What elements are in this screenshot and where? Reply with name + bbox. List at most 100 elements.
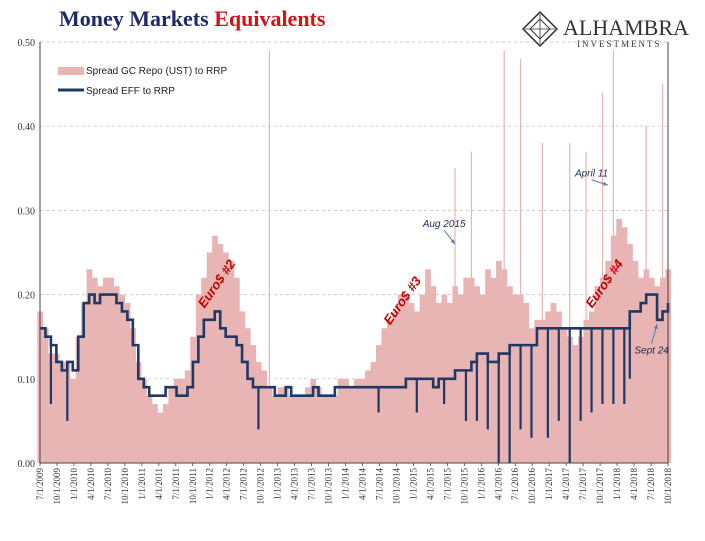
repo-area-bar — [386, 319, 393, 463]
repo-area-bar — [397, 294, 404, 463]
repo-area-bar — [102, 277, 109, 463]
legend-label-eff: Spread EFF to RRP — [86, 86, 175, 97]
repo-area-bar — [92, 277, 98, 463]
x-tick-label: 7/1/2015 — [442, 468, 452, 501]
repo-area-series — [37, 50, 672, 463]
repo-area-bar — [654, 286, 661, 463]
repo-area-bar — [479, 294, 486, 463]
repo-area-bar — [381, 328, 388, 463]
x-tick-label: 4/1/2015 — [425, 468, 435, 501]
y-axis-ticks: 0.00 0.10 0.20 0.30 0.40 0.50 — [18, 38, 36, 470]
brand-logo: ALHAMBRA INVESTMENTS — [521, 10, 689, 49]
repo-area-bar — [124, 303, 131, 463]
x-tick-label: 4/1/2018 — [629, 468, 639, 501]
x-tick-label: 1/1/2015 — [408, 468, 418, 501]
repo-area-bar — [70, 378, 76, 463]
repo-area-bar — [605, 260, 612, 463]
repo-area-bar — [343, 378, 349, 463]
callout-label: Sept 24 — [634, 346, 669, 357]
repo-area-bar — [272, 395, 278, 463]
x-tick-label: 1/1/2012 — [205, 468, 215, 500]
x-tick-label: 7/1/2012 — [239, 468, 249, 500]
x-tick-label: 10/1/2011 — [188, 468, 198, 504]
y-tick-label: 0.30 — [18, 206, 36, 217]
repo-area-bar — [365, 370, 371, 463]
repo-area-bar — [201, 277, 207, 463]
x-tick-label: 10/1/2018 — [663, 468, 673, 505]
repo-area-bar — [217, 244, 224, 463]
x-tick-label: 1/1/2018 — [612, 468, 622, 501]
repo-area-bar — [130, 328, 136, 463]
repo-area-bar — [212, 235, 218, 463]
repo-area-bar — [321, 395, 328, 463]
repo-area-bar — [168, 387, 175, 463]
y-tick-label: 0.00 — [18, 459, 36, 470]
repo-area-bar — [315, 387, 322, 463]
repo-area-bar — [561, 328, 568, 463]
repo-area-bar — [86, 269, 93, 463]
repo-area-bar — [42, 328, 49, 463]
axes — [39, 42, 669, 464]
repo-area-bar — [326, 395, 333, 463]
repo-area-bar — [446, 303, 453, 463]
legend-swatch-repo — [58, 67, 84, 75]
y-tick-label: 0.50 — [18, 38, 36, 49]
x-tick-label: 7/1/2018 — [646, 468, 656, 501]
callout-label: April 11 — [574, 169, 608, 180]
repo-area-bar — [141, 378, 147, 463]
repo-area-bar — [81, 303, 87, 463]
repo-area-bar — [75, 336, 82, 463]
repo-area-bar — [370, 361, 377, 463]
repo-area-bar — [550, 303, 557, 463]
repo-area-bar — [638, 277, 644, 463]
repo-area-bar — [108, 277, 115, 463]
repo-area-bar — [119, 294, 126, 463]
callout-arrowhead — [450, 239, 456, 245]
chart-title: Money Markets Equivalents — [59, 6, 325, 32]
repo-area-bar — [261, 370, 267, 463]
repo-area-bar — [190, 336, 196, 463]
repo-area-bar — [113, 286, 120, 463]
repo-area-bar — [490, 277, 497, 463]
x-tick-label: 7/1/2009 — [35, 468, 45, 501]
x-tick-label: 1/1/2014 — [341, 468, 351, 501]
callout-arrowhead — [602, 181, 608, 186]
x-tick-label: 10/1/2015 — [459, 468, 469, 505]
callout-label: Aug 2015 — [422, 219, 466, 230]
repo-area-bar — [348, 387, 355, 463]
x-tick-label: 1/1/2017 — [544, 468, 554, 501]
repo-area-bar — [59, 361, 65, 463]
repo-area-bar — [135, 361, 142, 463]
x-tick-label: 4/1/2014 — [357, 468, 367, 501]
x-tick-label: 4/1/2013 — [290, 468, 300, 501]
repo-area-bar — [299, 395, 306, 463]
repo-area-bar — [310, 378, 317, 463]
x-tick-label: 10/1/2014 — [391, 468, 401, 505]
x-tick-label: 10/1/2010 — [120, 468, 130, 505]
x-tick-label: 7/1/2011 — [171, 468, 181, 500]
callout-arrowhead — [653, 324, 658, 330]
repo-area-bar — [163, 404, 169, 463]
x-tick-label: 7/1/2016 — [510, 468, 520, 501]
y-tick-label: 0.20 — [18, 291, 36, 302]
x-tick-label: 10/1/2017 — [595, 468, 605, 505]
x-tick-label: 1/1/2016 — [476, 468, 486, 501]
repo-area-bar — [228, 260, 235, 463]
repo-area-bar — [523, 303, 530, 463]
repo-area-bar — [206, 252, 213, 463]
repo-area-bar — [408, 303, 415, 463]
x-tick-label: 7/1/2010 — [103, 468, 113, 501]
legend-label-repo: Spread GC Repo (UST) to RRP — [86, 66, 227, 77]
repo-area-bar — [233, 277, 240, 463]
repo-area-bar — [250, 345, 257, 463]
repo-area-bar — [244, 328, 251, 463]
repo-area-bar — [283, 387, 289, 463]
x-tick-label: 7/1/2017 — [578, 468, 588, 501]
y-tick-label: 0.40 — [18, 122, 36, 133]
x-tick-label: 4/1/2010 — [86, 468, 96, 501]
diamond-emblem-icon — [521, 10, 559, 48]
repo-area-bar — [277, 387, 284, 463]
x-tick-label: 4/1/2012 — [222, 468, 232, 500]
repo-area-bar — [288, 395, 295, 463]
